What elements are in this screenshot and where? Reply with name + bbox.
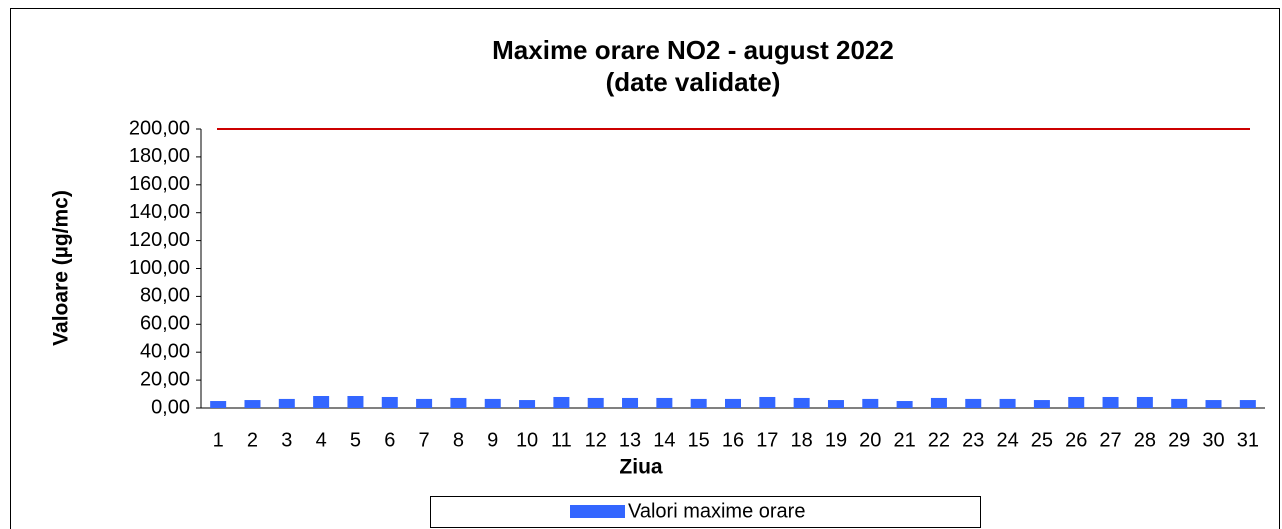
x-tick-label: 10 [516,429,538,451]
x-tick-label: 17 [756,429,778,451]
bar [862,398,879,408]
bar [725,398,741,408]
bar [1102,396,1119,408]
x-tick-label: 29 [1168,429,1190,451]
y-tick-label: 20,00 [140,368,190,390]
x-tick-label: 25 [1031,429,1053,451]
bar [553,396,570,408]
bar [278,398,295,408]
bar [347,396,364,408]
y-tick-label: 120,00 [129,229,190,251]
bar [965,398,982,408]
x-tick-label: 13 [619,429,641,451]
bar [519,400,536,408]
chart-frame [10,8,1280,529]
x-tick-label: 19 [825,429,847,451]
bar [1171,398,1188,408]
x-tick-label: 5 [350,429,361,451]
x-tick-label: 6 [384,429,395,451]
bar [587,397,604,408]
bar [656,397,673,408]
y-tick-label: 100,00 [129,257,190,279]
y-tick-label: 40,00 [140,340,190,362]
x-tick-label: 9 [487,429,498,451]
bar [759,396,776,408]
x-tick-label: 27 [1099,429,1121,451]
x-tick-label: 28 [1134,429,1156,451]
bar [1068,396,1085,408]
bar [622,397,639,408]
bar [484,398,501,408]
y-tick-label: 80,00 [140,285,190,307]
bar [999,398,1016,408]
x-tick-label: 21 [893,429,915,451]
x-tick-label: 16 [722,429,744,451]
x-tick-label: 14 [653,429,675,451]
y-tick-label: 140,00 [129,201,190,223]
x-tick-label: 7 [419,429,430,451]
x-tick-label: 3 [281,429,292,451]
x-tick-label: 15 [688,429,710,451]
chart-title: Maxime orare NO2 - august 2022 [492,35,894,65]
y-tick-label: 160,00 [129,173,190,195]
x-tick-label: 8 [453,429,464,451]
bar [1136,396,1153,408]
bar [690,398,707,408]
x-tick-label: 23 [962,429,984,451]
bar [381,396,398,408]
bar [1239,400,1256,408]
bar [244,400,261,408]
bar [450,397,467,408]
bar [1033,400,1050,408]
y-tick-label: 200,00 [129,117,190,139]
x-axis-title: Ziua [619,456,662,479]
bar [416,398,433,408]
x-tick-label: 31 [1237,429,1259,451]
legend-swatch [570,505,625,518]
x-tick-label: 26 [1065,429,1087,451]
bar [930,397,947,408]
legend-label: Valori maxime orare [628,500,805,522]
bar [896,401,913,408]
x-tick-label: 4 [316,429,327,451]
x-tick-label: 12 [585,429,607,451]
bar [793,397,810,408]
y-tick-label: 60,00 [140,313,190,335]
bar [827,400,844,408]
x-tick-label: 30 [1202,429,1224,451]
x-tick-label: 11 [551,429,572,451]
bar [210,401,227,408]
legend-box [430,496,981,528]
y-tick-label: 0,00 [151,396,190,418]
x-tick-label: 20 [859,429,881,451]
x-tick-label: 22 [928,429,950,451]
y-tick-label: 180,00 [129,145,190,167]
bar [313,396,330,408]
x-tick-label: 2 [247,429,258,451]
x-tick-label: 18 [791,429,813,451]
chart-subtitle: (date validate) [606,67,781,97]
bar [1205,400,1222,408]
y-axis-title: Valoare (µg/mc) [50,190,73,346]
x-tick-label: 1 [213,429,224,451]
x-tick-label: 24 [996,429,1018,451]
